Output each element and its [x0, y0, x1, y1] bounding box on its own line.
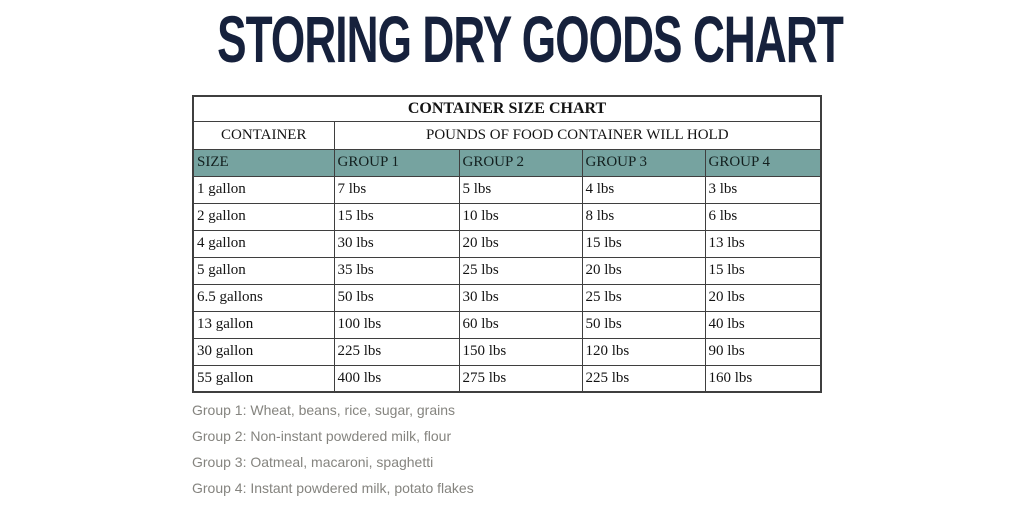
size-cell: 30 gallon — [192, 337, 335, 366]
footnote: Group 2: Non-instant powdered milk, flou… — [192, 428, 452, 444]
value-cell: 225 lbs — [333, 337, 460, 366]
value-cell: 3 lbs — [704, 175, 822, 204]
value-cell: 120 lbs — [581, 337, 706, 366]
value-cell: 30 lbs — [333, 229, 460, 258]
pounds-header: POUNDS OF FOOD CONTAINER WILL HOLD — [333, 120, 822, 150]
table-row: 1 gallon 7 lbs 5 lbs 4 lbs 3 lbs — [192, 175, 822, 204]
table-row: 4 gallon 30 lbs 20 lbs 15 lbs 13 lbs — [192, 229, 822, 258]
table-row: 55 gallon 400 lbs 275 lbs 225 lbs 160 lbs — [192, 364, 822, 393]
size-cell: 1 gallon — [192, 175, 335, 204]
table-row: 2 gallon 15 lbs 10 lbs 8 lbs 6 lbs — [192, 202, 822, 231]
column-header-size: SIZE — [192, 148, 335, 177]
span-header-row: CONTAINER POUNDS OF FOOD CONTAINER WILL … — [192, 120, 822, 150]
column-header-group-2: GROUP 2 — [458, 148, 583, 177]
value-cell: 13 lbs — [704, 229, 822, 258]
value-cell: 6 lbs — [704, 202, 822, 231]
column-header-group-4: GROUP 4 — [704, 148, 822, 177]
column-header-group-1: GROUP 1 — [333, 148, 460, 177]
value-cell: 90 lbs — [704, 337, 822, 366]
size-cell: 5 gallon — [192, 256, 335, 285]
table-row: 5 gallon 35 lbs 25 lbs 20 lbs 15 lbs — [192, 256, 822, 285]
table-row: 30 gallon 225 lbs 150 lbs 120 lbs 90 lbs — [192, 337, 822, 366]
group-header-row: SIZE GROUP 1 GROUP 2 GROUP 3 GROUP 4 — [192, 148, 822, 177]
table-title: CONTAINER SIZE CHART — [192, 95, 822, 122]
footnote: Group 3: Oatmeal, macaroni, spaghetti — [192, 454, 434, 470]
size-cell: 2 gallon — [192, 202, 335, 231]
value-cell: 400 lbs — [333, 364, 460, 393]
value-cell: 15 lbs — [333, 202, 460, 231]
value-cell: 50 lbs — [333, 283, 460, 312]
column-header-group-3: GROUP 3 — [581, 148, 706, 177]
value-cell: 150 lbs — [458, 337, 583, 366]
value-cell: 4 lbs — [581, 175, 706, 204]
value-cell: 10 lbs — [458, 202, 583, 231]
page-title: STORING DRY GOODS CHART — [217, 3, 844, 77]
table-row: 13 gallon 100 lbs 60 lbs 50 lbs 40 lbs — [192, 310, 822, 339]
table-title-row: CONTAINER SIZE CHART — [192, 95, 822, 122]
value-cell: 25 lbs — [581, 283, 706, 312]
value-cell: 225 lbs — [581, 364, 706, 393]
value-cell: 5 lbs — [458, 175, 583, 204]
value-cell: 40 lbs — [704, 310, 822, 339]
value-cell: 15 lbs — [704, 256, 822, 285]
size-cell: 4 gallon — [192, 229, 335, 258]
table-body: 1 gallon 7 lbs 5 lbs 4 lbs 3 lbs 2 gallon 15 l… — [192, 175, 822, 393]
size-cell: 55 gallon — [192, 364, 335, 393]
size-cell: 6.5 gallons — [192, 283, 335, 312]
value-cell: 60 lbs — [458, 310, 583, 339]
container-header: CONTAINER — [192, 120, 335, 150]
value-cell: 30 lbs — [458, 283, 583, 312]
value-cell: 160 lbs — [704, 364, 822, 393]
value-cell: 275 lbs — [458, 364, 583, 393]
group-footnotes: Group 1: Wheat, beans, rice, sugar, grai… — [192, 402, 820, 496]
page-content: STORING DRY GOODS CHART CONTAINER SIZE C… — [192, 0, 844, 506]
value-cell: 7 lbs — [333, 175, 460, 204]
value-cell: 25 lbs — [458, 256, 583, 285]
footnote: Group 4: Instant powdered milk, potato f… — [192, 480, 474, 496]
value-cell: 8 lbs — [581, 202, 706, 231]
value-cell: 20 lbs — [458, 229, 583, 258]
container-size-table: CONTAINER SIZE CHART CONTAINER POUNDS OF… — [192, 95, 823, 393]
size-cell: 13 gallon — [192, 310, 335, 339]
footnote: Group 1: Wheat, beans, rice, sugar, grai… — [192, 402, 456, 418]
table-row: 6.5 gallons 50 lbs 30 lbs 25 lbs 20 lbs — [192, 283, 822, 312]
value-cell: 20 lbs — [704, 283, 822, 312]
value-cell: 100 lbs — [333, 310, 460, 339]
value-cell: 35 lbs — [333, 256, 460, 285]
value-cell: 20 lbs — [581, 256, 706, 285]
value-cell: 50 lbs — [581, 310, 706, 339]
value-cell: 15 lbs — [581, 229, 706, 258]
